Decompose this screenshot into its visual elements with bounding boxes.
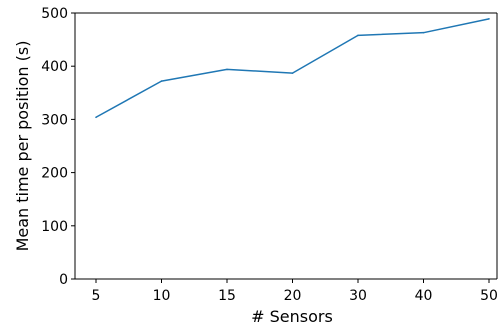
- y-tick-label: 100: [41, 219, 68, 235]
- y-axis-title: Mean time per position (s): [13, 41, 32, 252]
- x-tick-label: 10: [153, 288, 171, 304]
- series-layer: [95, 18, 490, 119]
- y-tick-label: 400: [41, 59, 68, 75]
- y-tick-label: 0: [59, 272, 68, 288]
- data-point: [422, 31, 425, 34]
- x-tick-label: 5: [92, 288, 101, 304]
- tick-labels: 0 100 200 300 400 500 5 10 15 20 30 40 50: [41, 6, 498, 304]
- series-line: [95, 18, 490, 118]
- x-tick-label: 30: [349, 288, 367, 304]
- data-point: [488, 18, 490, 20]
- y-tick-label: 200: [41, 166, 68, 182]
- data-point: [291, 72, 294, 74]
- data-point: [95, 116, 97, 119]
- y-tick-label: 500: [41, 6, 68, 22]
- x-tick-label: 20: [284, 288, 302, 304]
- data-point: [160, 80, 163, 82]
- axes: [71, 12, 498, 283]
- x-tick-label: 50: [480, 288, 498, 304]
- x-tick-label: 40: [415, 288, 433, 304]
- x-axis-title: # Sensors: [251, 307, 333, 326]
- data-point: [226, 68, 228, 71]
- y-tick-label: 300: [41, 112, 68, 128]
- x-tick-label: 15: [218, 288, 236, 304]
- data-point: [357, 34, 359, 37]
